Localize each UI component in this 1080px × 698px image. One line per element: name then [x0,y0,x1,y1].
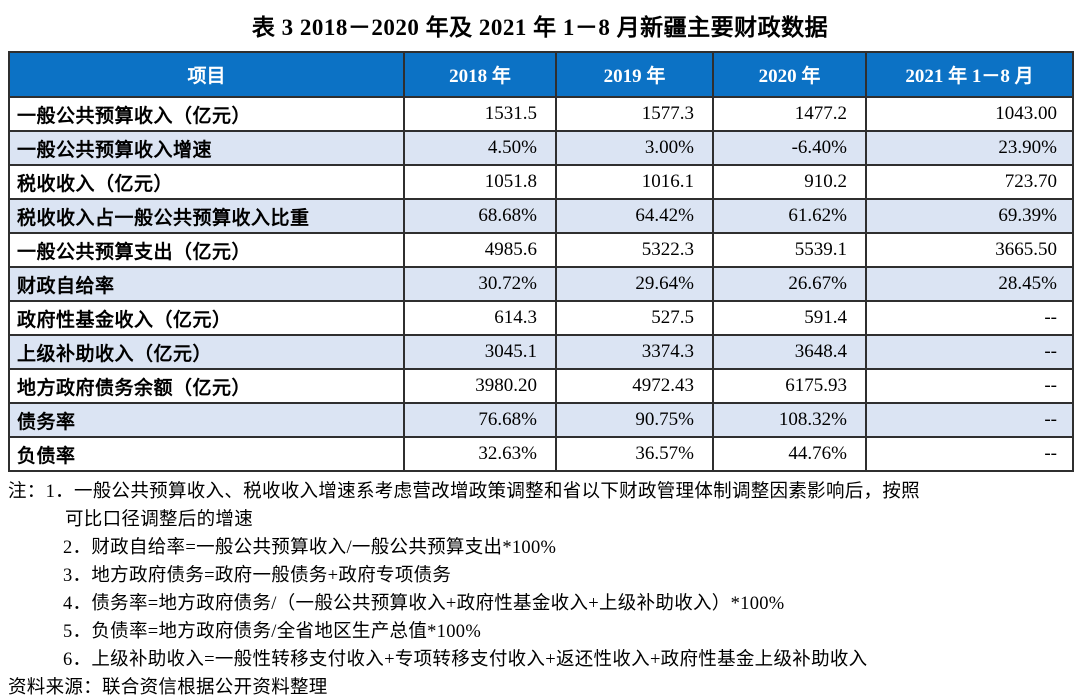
row-value: 3045.1 [403,334,557,370]
row-value: 1531.5 [403,96,557,132]
row-label: 税收收入占一般公共预算收入比重 [8,198,405,234]
row-value: 30.72% [403,266,557,302]
table-row: 税收收入（亿元） 1051.8 1016.1 910.2 723.70 [8,164,1074,200]
row-value: 36.57% [555,436,714,472]
row-value: 3980.20 [403,368,557,404]
row-label: 一般公共预算支出（亿元） [8,232,405,268]
row-value: -- [865,300,1074,336]
row-value: 3665.50 [865,232,1074,268]
note-line: 5．负债率=地方政府债务/全省地区生产总值*100% [63,622,482,642]
fiscal-data-table: 项目 2018 年 2019 年 2020 年 2021 年 1－8 月 一般公… [8,51,1074,472]
row-label: 负债率 [8,436,405,472]
row-value: 1016.1 [555,164,714,200]
row-value: -- [865,334,1074,370]
row-value: 5539.1 [712,232,867,268]
row-value: 910.2 [712,164,867,200]
row-value: 1477.2 [712,96,867,132]
table-row: 一般公共预算收入增速 4.50% 3.00% -6.40% 23.90% [8,130,1074,166]
row-value: 723.70 [865,164,1074,200]
row-value: 26.67% [712,266,867,302]
table-header-row: 项目 2018 年 2019 年 2020 年 2021 年 1－8 月 [8,51,1074,98]
table-title: 表 3 2018－2020 年及 2021 年 1－8 月新疆主要财政数据 [251,15,829,40]
table-row: 税收收入占一般公共预算收入比重 68.68% 64.42% 61.62% 69.… [8,198,1074,234]
row-value: 4972.43 [555,368,714,404]
data-source: 资料来源：联合资信根据公开资料整理 [8,678,328,698]
table-row: 一般公共预算支出（亿元） 4985.6 5322.3 5539.1 3665.5… [8,232,1074,268]
row-value: 90.75% [555,402,714,438]
row-value: 5322.3 [555,232,714,268]
row-label: 债务率 [8,402,405,438]
row-value: 1577.3 [555,96,714,132]
note-line: 3．地方政府债务=政府一般债务+政府专项债务 [63,566,452,586]
note-line: 4．债务率=地方政府债务/（一般公共预算收入+政府性基金收入+上级补助收入）*1… [63,594,785,614]
row-value: 76.68% [403,402,557,438]
table-row: 财政自给率 30.72% 29.64% 26.67% 28.45% [8,266,1074,302]
table-row: 一般公共预算收入（亿元） 1531.5 1577.3 1477.2 1043.0… [8,96,1074,132]
row-value: 527.5 [555,300,714,336]
table-body: 一般公共预算收入（亿元） 1531.5 1577.3 1477.2 1043.0… [8,96,1074,472]
table-row: 债务率 76.68% 90.75% 108.32% -- [8,402,1074,438]
note-line: 可比口径调整后的增速 [65,510,254,530]
row-value: 6175.93 [712,368,867,404]
column-header-2018: 2018 年 [403,51,557,98]
row-value: -- [865,436,1074,472]
row-value: 3374.3 [555,334,714,370]
note-line: 2．财政自给率=一般公共预算收入/一般公共预算支出*100% [63,538,557,558]
row-value: 4985.6 [403,232,557,268]
row-label: 一般公共预算收入增速 [8,130,405,166]
column-header-2020: 2020 年 [712,51,867,98]
row-value: 3.00% [555,130,714,166]
row-label: 地方政府债务余额（亿元） [8,368,405,404]
row-value: -- [865,368,1074,404]
note-line: 注：1．一般公共预算收入、税收收入增速系考虑营改增政策调整和省以下财政管理体制调… [8,482,920,502]
notes-block: 注：1．一般公共预算收入、税收收入增速系考虑营改增政策调整和省以下财政管理体制调… [8,478,1080,698]
row-value: 68.68% [403,198,557,234]
row-value: 32.63% [403,436,557,472]
row-value: 1043.00 [865,96,1074,132]
table-row: 上级补助收入（亿元） 3045.1 3374.3 3648.4 -- [8,334,1074,370]
note-line: 6．上级补助收入=一般性转移支付收入+专项转移支付收入+返还性收入+政府性基金上… [63,650,868,670]
row-value: 23.90% [865,130,1074,166]
column-header-2021-1-8: 2021 年 1－8 月 [865,51,1074,98]
row-value: -- [865,402,1074,438]
row-value: 3648.4 [712,334,867,370]
row-label: 政府性基金收入（亿元） [8,300,405,336]
table-row: 负债率 32.63% 36.57% 44.76% -- [8,436,1074,472]
row-value: -6.40% [712,130,867,166]
row-value: 64.42% [555,198,714,234]
row-label: 上级补助收入（亿元） [8,334,405,370]
row-label: 财政自给率 [8,266,405,302]
row-value: 1051.8 [403,164,557,200]
row-value: 44.76% [712,436,867,472]
column-header-item: 项目 [8,51,405,98]
row-label: 税收收入（亿元） [8,164,405,200]
row-value: 108.32% [712,402,867,438]
row-label: 一般公共预算收入（亿元） [8,96,405,132]
table-row: 政府性基金收入（亿元） 614.3 527.5 591.4 -- [8,300,1074,336]
table-row: 地方政府债务余额（亿元） 3980.20 4972.43 6175.93 -- [8,368,1074,404]
row-value: 69.39% [865,198,1074,234]
row-value: 29.64% [555,266,714,302]
row-value: 591.4 [712,300,867,336]
column-header-2019: 2019 年 [555,51,714,98]
row-value: 614.3 [403,300,557,336]
row-value: 61.62% [712,198,867,234]
row-value: 28.45% [865,266,1074,302]
row-value: 4.50% [403,130,557,166]
